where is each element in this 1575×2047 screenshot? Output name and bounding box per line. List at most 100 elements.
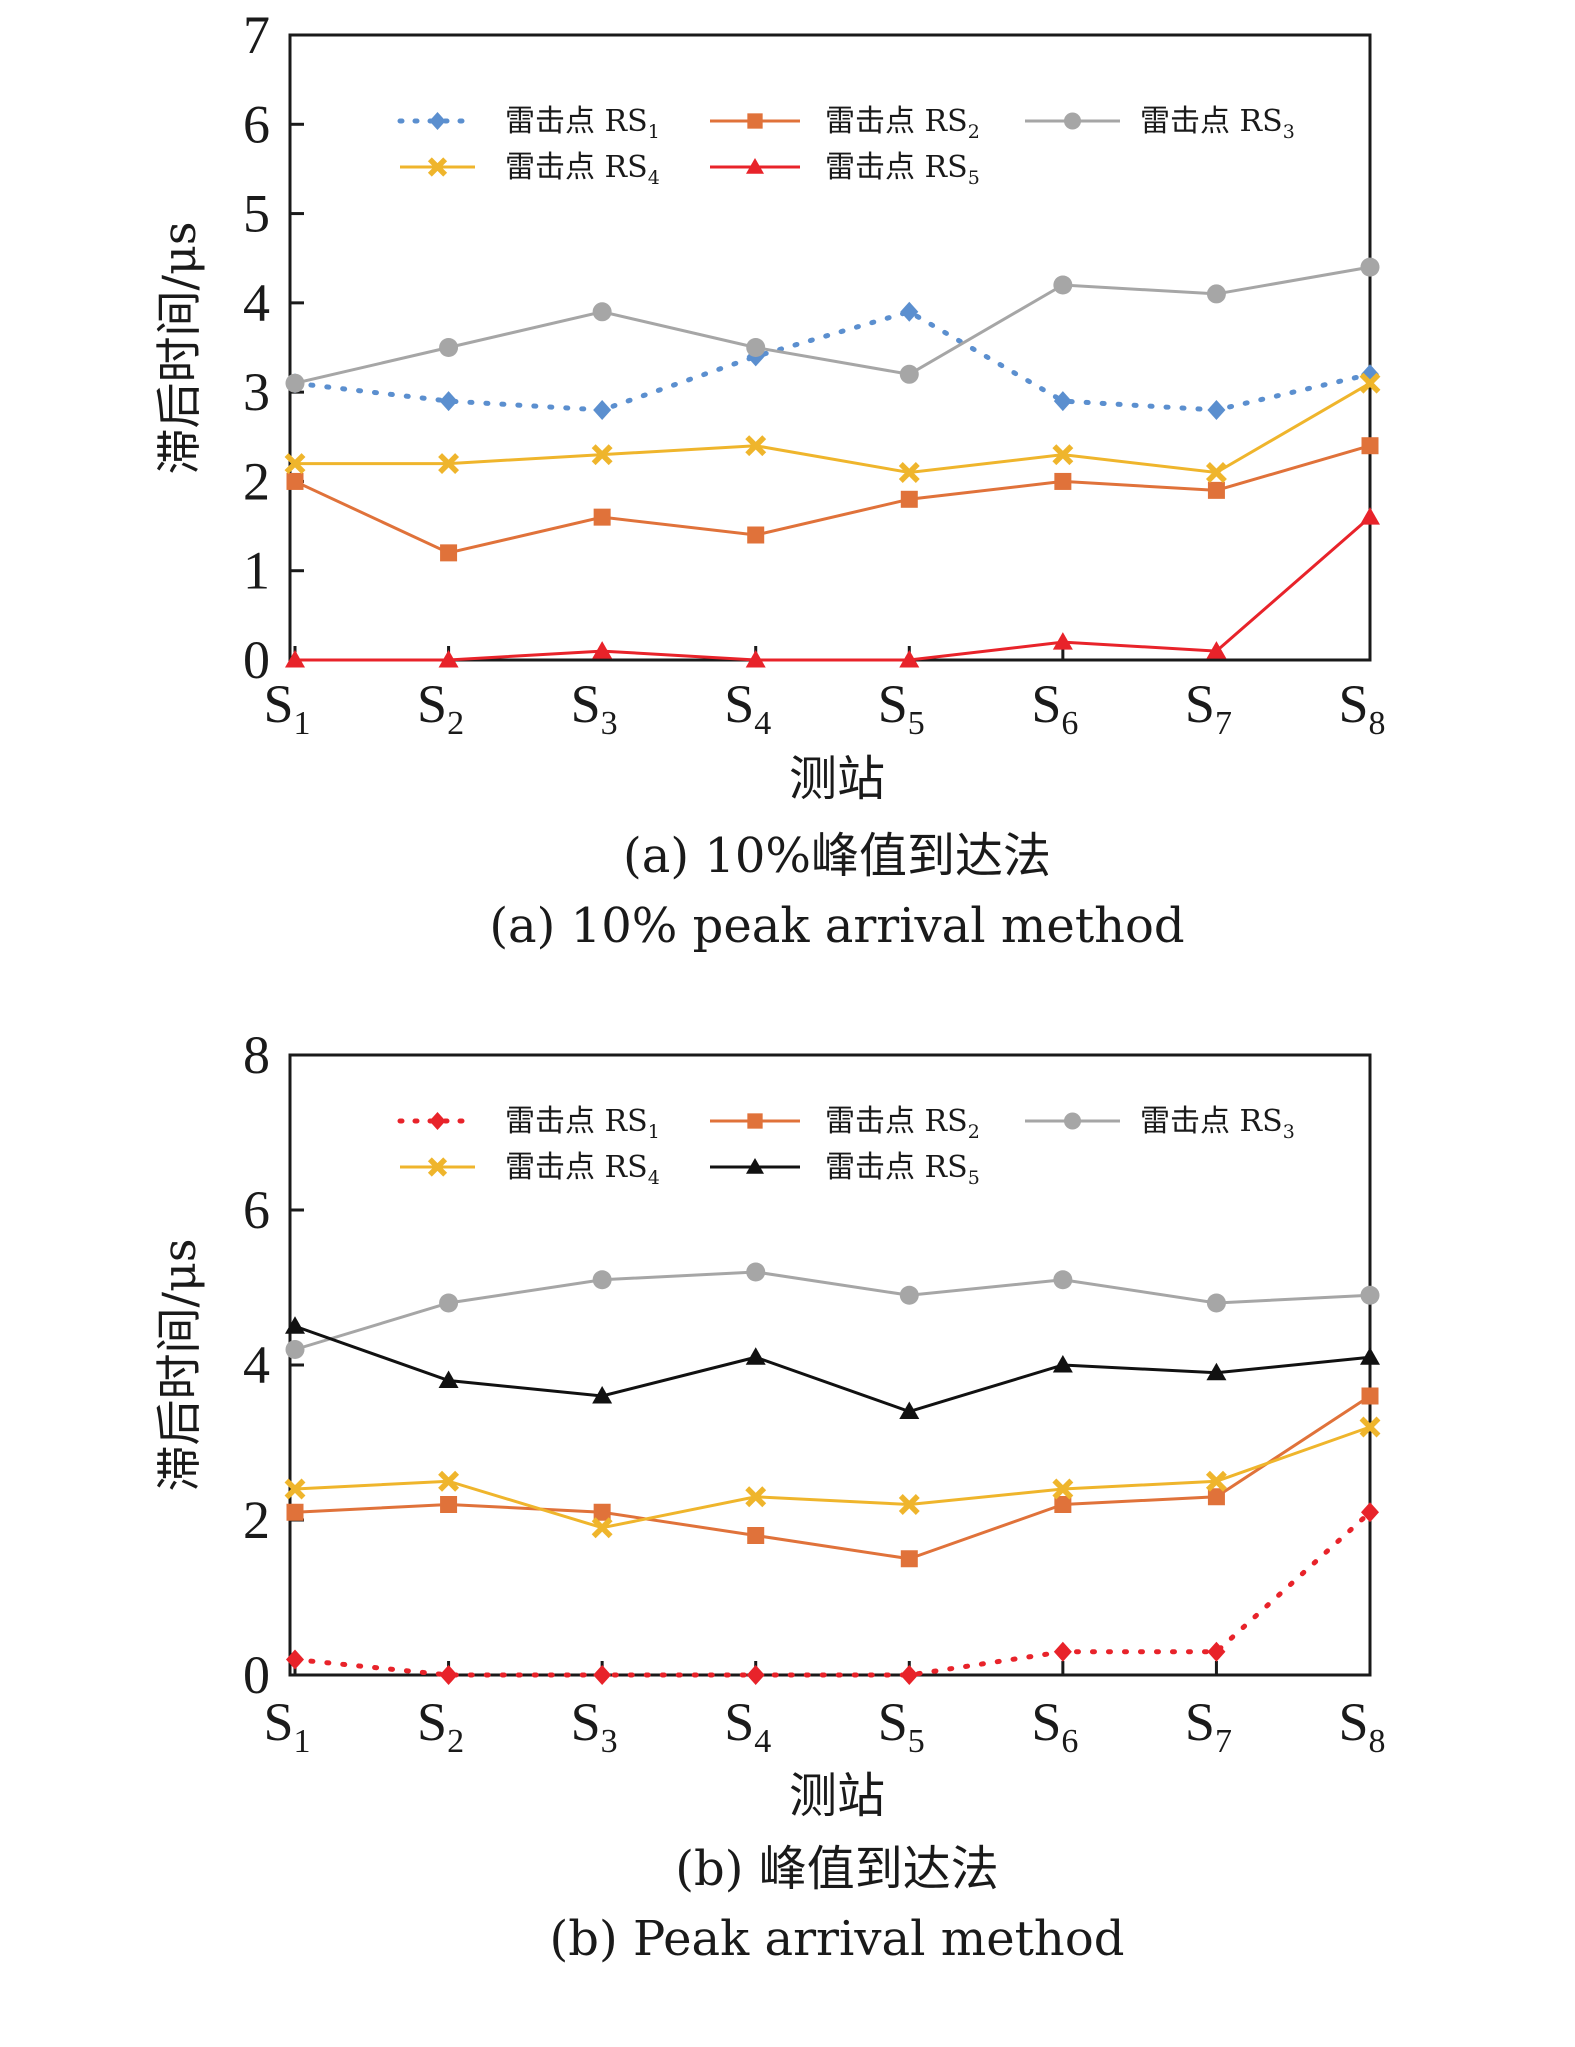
legend-label: 雷击点 RS5 (825, 1150, 980, 1189)
x-tick-label: S6 (1031, 674, 1078, 742)
x-tick-label: S4 (724, 674, 771, 742)
legend-label: 雷击点 RS2 (825, 1104, 980, 1143)
data-point (285, 373, 305, 393)
legend-label: 雷击点 RS1 (505, 104, 660, 143)
data-point (438, 1470, 460, 1492)
legend-marker (429, 1112, 446, 1130)
x-axis-label: 测站 (789, 1768, 885, 1824)
legend-entry-rs2: 雷击点 RS2 (710, 1104, 980, 1143)
series-rs3 (285, 1262, 1380, 1359)
legend-marker (427, 1157, 448, 1177)
x-tick-label: S3 (571, 1692, 618, 1760)
data-point (747, 526, 765, 544)
data-point (1360, 257, 1380, 277)
y-tick-label: 6 (243, 1180, 270, 1240)
data-point (591, 444, 613, 466)
data-point (1361, 437, 1379, 455)
y-tick-label: 8 (243, 1025, 270, 1085)
y-tick-label: 2 (243, 1490, 270, 1550)
legend-entry-rs3: 雷击点 RS3 (1025, 1104, 1295, 1143)
series-line (294, 1270, 1371, 1351)
series-line (292, 1509, 1373, 1678)
data-point (439, 391, 458, 412)
x-tick-label: S4 (724, 1692, 771, 1760)
y-tick-label: 4 (243, 273, 270, 333)
data-point (286, 1503, 304, 1521)
caption-en: (a) 10% peak arrival method (489, 898, 1184, 954)
series-rs1 (286, 1502, 1379, 1685)
series-line (295, 381, 1371, 475)
series-line (295, 516, 1371, 662)
y-axis-label: 滞后时间/μs (152, 222, 206, 475)
x-tick-label: S5 (878, 674, 925, 742)
data-point (1359, 1416, 1381, 1438)
data-point (1205, 1470, 1227, 1492)
legend-label: 雷击点 RS3 (1140, 104, 1295, 143)
data-point (899, 1401, 920, 1419)
data-point (592, 302, 612, 322)
data-point (898, 462, 920, 483)
data-point (593, 400, 612, 420)
data-point (439, 1293, 459, 1313)
plot-frame (288, 1053, 1372, 1677)
x-tick-label: S1 (263, 674, 310, 742)
series-line (294, 265, 1371, 385)
data-point (900, 1550, 918, 1568)
data-point (899, 650, 920, 668)
x-axis-label: 测站 (789, 751, 885, 807)
x-tick-label: S8 (1338, 674, 1385, 742)
data-point (1053, 275, 1073, 295)
series-rs5 (285, 507, 1380, 668)
series-rs5 (285, 1316, 1380, 1419)
data-point (900, 1665, 919, 1685)
data-point (1207, 481, 1225, 499)
y-tick-label: 5 (243, 184, 270, 244)
data-point (284, 1478, 306, 1500)
data-point (745, 1486, 767, 1508)
data-point (438, 1370, 459, 1388)
data-point (746, 1262, 766, 1282)
data-point (1053, 391, 1072, 412)
legend-marker (747, 1113, 763, 1129)
y-axis-label: 滞后时间/μs (152, 1239, 206, 1492)
data-point (440, 1496, 458, 1513)
series-rs2 (286, 437, 1379, 562)
data-point (1052, 632, 1073, 650)
x-tick-label: S2 (417, 674, 464, 742)
legend-label: 雷击点 RS4 (505, 1150, 660, 1189)
data-point (1360, 507, 1380, 525)
caption-en: (b) Peak arrival method (550, 1911, 1125, 1967)
data-point (1054, 472, 1072, 490)
y-tick-label: 7 (243, 5, 270, 65)
data-point (1206, 641, 1227, 659)
x-tick-label: S7 (1185, 674, 1232, 742)
data-point (593, 508, 611, 526)
data-point (1207, 400, 1226, 420)
series-line (294, 1394, 1371, 1561)
data-point (1207, 1641, 1226, 1662)
legend-entry-rs4: 雷击点 RS4 (400, 1150, 660, 1189)
data-point (1359, 372, 1381, 394)
data-point (286, 1649, 304, 1670)
legend-entry-rs5: 雷击点 RS5 (710, 150, 980, 189)
data-point (1052, 1355, 1073, 1373)
series-rs4 (284, 1416, 1381, 1539)
legend-marker (427, 157, 448, 177)
series-line (294, 444, 1371, 555)
data-point (1052, 444, 1074, 466)
y-tick-label: 3 (243, 362, 270, 422)
data-point (898, 1494, 920, 1515)
series-rs4 (284, 372, 1381, 483)
data-point (745, 650, 766, 668)
series-rs2 (286, 1387, 1379, 1568)
data-point (440, 544, 458, 562)
y-tick-label: 4 (243, 1335, 270, 1395)
data-point (592, 1270, 612, 1290)
data-point (591, 1517, 613, 1539)
x-tick-label: S2 (417, 1692, 464, 1760)
data-point (747, 1527, 765, 1544)
series-rs3 (285, 257, 1380, 393)
legend-entry-rs1: 雷击点 RS1 (397, 104, 660, 143)
chart-b: 0 2 4 6 8 S1 S2 S3 S4 S5 S6 S7 S8 滞后时间/μs 测站 (b) 峰值到达法 (… (152, 1025, 1386, 1967)
